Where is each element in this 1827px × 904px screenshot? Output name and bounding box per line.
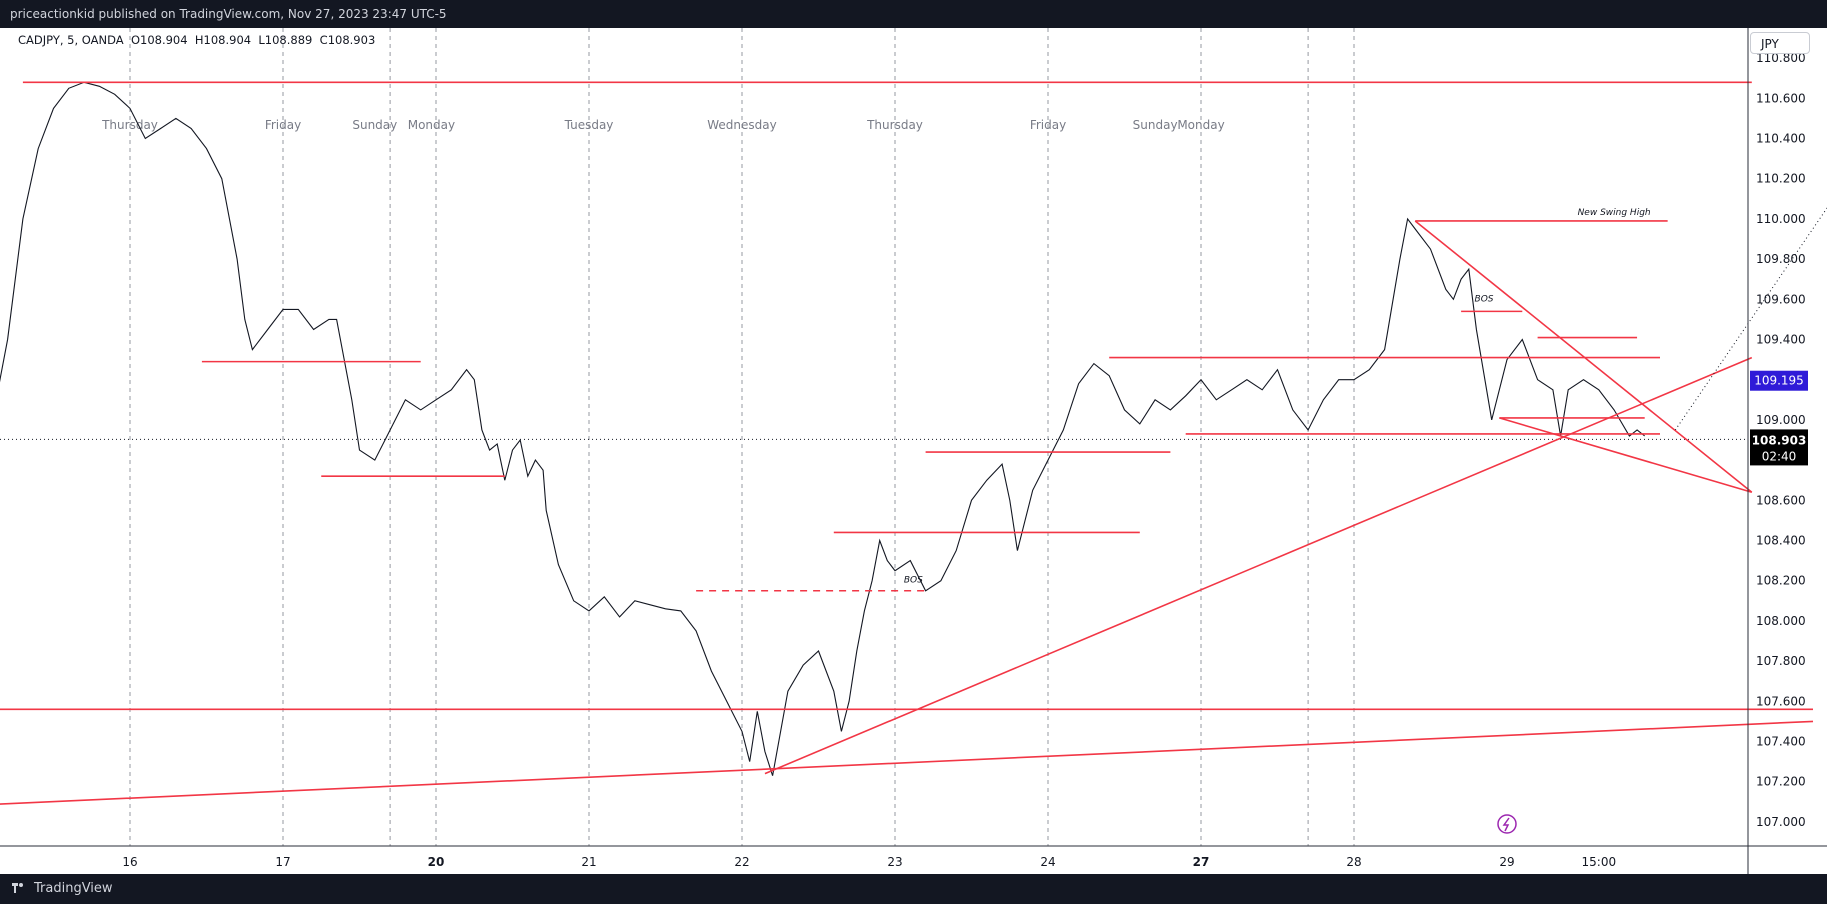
legend-symbol: CADJPY, 5, OANDA [18,33,124,47]
annotation-label: BOS [1475,294,1494,304]
session-label: Monday [1177,118,1224,132]
currency-button[interactable]: JPY [1750,32,1810,54]
tradingview-logo-icon [12,883,28,894]
y-tick-label: 110.200 [1756,172,1806,186]
y-tick-label: 110.600 [1756,91,1806,105]
tradingview-brand[interactable]: TradingView [12,881,113,896]
session-label: Thursday [101,118,158,132]
session-label: Sunday [352,118,397,132]
chart-area[interactable]: Thursday Friday Sunday Monday Tuesday Wednesd… [0,28,1827,874]
y-tick-label: 107.200 [1756,775,1806,789]
session-label: Friday [265,118,301,132]
publish-header: priceactionkid published on TradingView.… [0,0,1827,28]
y-tick-label: 108.400 [1756,534,1806,548]
y-tick-label: 107.000 [1756,815,1806,829]
bar-countdown-label: 02:40 [1762,449,1797,463]
y-tick-label: 109.800 [1756,252,1806,266]
y-tick-label: 109.400 [1756,333,1806,347]
y-tick-label: 107.400 [1756,734,1806,748]
y-tick-label: 107.600 [1756,694,1806,708]
y-tick-label: 110.800 [1756,51,1806,65]
x-tick-label: 17 [275,855,290,869]
trend-rising [764,356,1753,775]
last-price-tag [1750,429,1808,466]
brand-label: TradingView [34,881,113,896]
session-labels: Thursday Friday Sunday Monday Tuesday Wednesd… [101,118,1225,132]
session-label: Sunday [1133,118,1178,132]
y-tick-label: 108.600 [1756,493,1806,507]
x-tick-label: 16 [122,855,137,869]
price-chart[interactable]: Thursday Friday Sunday Monday Tuesday Wednesd… [0,28,1827,874]
x-tick-label: 21 [581,855,596,869]
axes: 110.800 110.600 110.400 110.200 110.000 109.8… [0,28,1827,874]
annotation-label: BOS [904,576,923,586]
published-text: priceactionkid published on TradingView.… [10,7,447,21]
y-tick-label: 110.400 [1756,132,1806,146]
session-label: Thursday [866,118,923,132]
footer-bar: TradingView [0,874,1827,904]
wedge-lower [1499,417,1753,494]
alert-price-label: 109.195 [1754,374,1804,388]
price-series-line [0,81,1646,776]
trend-drawings [0,81,1827,805]
session-label: Wednesday [707,118,776,132]
annotation-label: New Swing High [1578,208,1651,218]
x-tick-label: 29 [1499,855,1514,869]
grid-lines [0,28,1748,846]
symbol-legend: CADJPY, 5, OANDA O108.904 H108.904 L108.… [18,33,375,47]
chart-annotations: New Swing High BOS BOS [904,208,1651,586]
x-tick-label: 20 [428,855,445,869]
x-tick-label: 22 [734,855,749,869]
trend-long [0,720,1814,805]
y-tick-label: 107.800 [1756,654,1806,668]
events-lightning-icon [1497,814,1517,834]
legend-low: L108.889 [258,33,313,47]
alert-price-tag [1750,370,1808,391]
lightning-bolt-icon [1502,817,1510,832]
y-tick-label: 109.600 [1756,292,1806,306]
session-label: Monday [408,118,455,132]
legend-high: H108.904 [194,33,252,47]
x-tick-label: 23 [887,855,902,869]
x-tick-label: 24 [1040,855,1055,869]
x-tick-label: 27 [1193,855,1210,869]
last-price-label: 108.903 [1752,433,1807,447]
y-tick-label: 108.200 [1756,574,1806,588]
x-tick-label: 15:00 [1582,855,1617,869]
legend-open: O108.904 [130,33,188,47]
session-label: Tuesday [564,118,614,132]
legend-close: C108.903 [319,33,376,47]
price-tags: 109.195 108.903 02:40 [1497,370,1808,834]
y-tick-label: 109.000 [1756,413,1806,427]
x-tick-label: 28 [1346,855,1361,869]
y-tick-label: 110.000 [1756,212,1806,226]
session-label: Friday [1030,118,1066,132]
wedge-upper [1414,220,1753,493]
y-tick-label: 108.000 [1756,614,1806,628]
